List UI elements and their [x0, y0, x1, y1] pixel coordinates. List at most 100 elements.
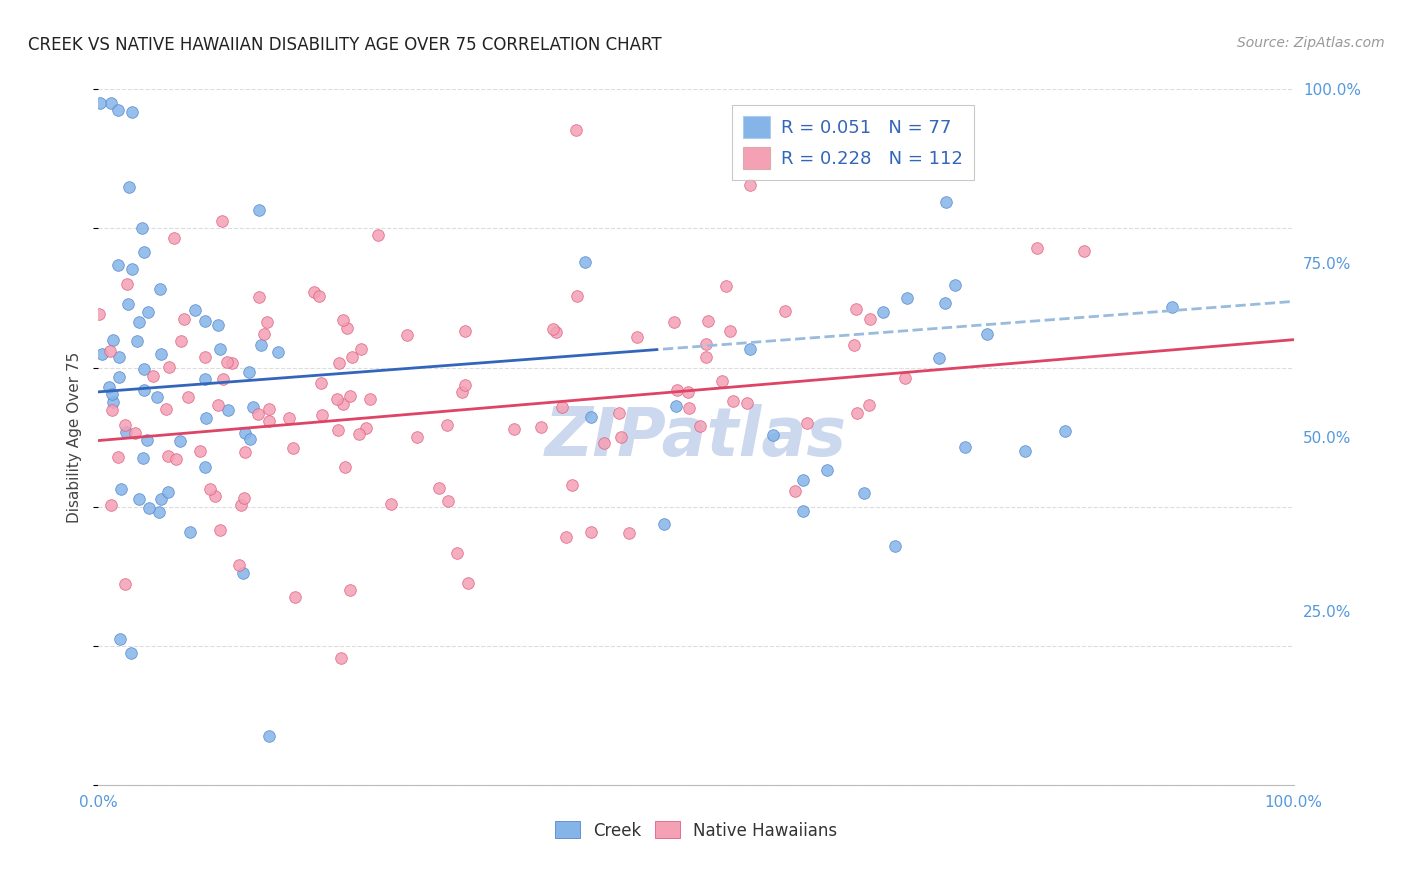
Point	[142, 368, 165, 383]
Point	[155, 402, 177, 417]
Point	[247, 202, 270, 217]
Point	[792, 474, 814, 488]
Point	[311, 408, 333, 422]
Point	[150, 347, 173, 361]
Point	[98, 344, 121, 359]
Point	[165, 451, 187, 466]
Point	[207, 318, 229, 332]
Point	[115, 425, 138, 439]
Point	[108, 632, 131, 646]
Point	[564, 123, 586, 137]
Point	[332, 397, 354, 411]
Point	[711, 374, 734, 388]
Point	[100, 96, 122, 111]
Point	[149, 491, 172, 506]
Point	[232, 566, 254, 580]
Point	[896, 291, 918, 305]
Point	[503, 422, 526, 436]
Point	[454, 324, 477, 338]
Point	[121, 104, 143, 119]
Point	[259, 729, 281, 743]
Point	[567, 289, 589, 303]
Point	[359, 392, 381, 406]
Point	[177, 390, 200, 404]
Point	[943, 278, 966, 293]
Point	[107, 450, 129, 464]
Point	[120, 646, 142, 660]
Point	[121, 262, 143, 277]
Point	[695, 351, 717, 365]
Point	[250, 338, 273, 352]
Point	[721, 394, 744, 409]
Point	[107, 258, 129, 272]
Point	[350, 343, 373, 357]
Point	[308, 289, 330, 303]
Point	[183, 303, 205, 318]
Point	[278, 410, 301, 425]
Point	[380, 497, 402, 511]
Point	[762, 428, 785, 442]
Point	[884, 540, 907, 554]
Point	[574, 255, 596, 269]
Point	[845, 302, 868, 317]
Point	[530, 419, 553, 434]
Point	[336, 320, 359, 334]
Point	[738, 342, 761, 356]
Point	[543, 321, 565, 335]
Point	[89, 96, 111, 111]
Point	[194, 410, 217, 425]
Point	[200, 482, 222, 496]
Point	[114, 577, 136, 591]
Point	[163, 231, 186, 245]
Point	[436, 418, 458, 433]
Point	[1014, 443, 1036, 458]
Point	[678, 401, 700, 415]
Point	[207, 398, 229, 412]
Point	[89, 307, 111, 321]
Y-axis label: Disability Age Over 75: Disability Age Over 75	[67, 351, 83, 523]
Point	[194, 351, 217, 365]
Point	[156, 450, 179, 464]
Point	[97, 380, 120, 394]
Point	[247, 290, 270, 304]
Point	[347, 427, 370, 442]
Point	[100, 403, 122, 417]
Point	[735, 396, 758, 410]
Point	[233, 426, 256, 441]
Point	[815, 463, 838, 477]
Text: CREEK VS NATIVE HAWAIIAN DISABILITY AGE OVER 75 CORRELATION CHART: CREEK VS NATIVE HAWAIIAN DISABILITY AGE …	[28, 36, 662, 54]
Point	[107, 103, 129, 117]
Point	[342, 351, 364, 365]
Text: ZIPatlas: ZIPatlas	[546, 404, 846, 470]
Point	[333, 460, 356, 475]
Point	[170, 334, 193, 349]
Text: Source: ZipAtlas.com: Source: ZipAtlas.com	[1237, 36, 1385, 50]
Point	[259, 414, 281, 428]
Point	[1161, 300, 1184, 314]
Point	[132, 361, 155, 376]
Point	[872, 305, 894, 319]
Point	[134, 244, 156, 259]
Point	[101, 387, 124, 401]
Point	[115, 277, 138, 291]
Point	[666, 383, 689, 397]
Point	[935, 195, 957, 210]
Point	[1073, 244, 1095, 258]
Point	[204, 489, 226, 503]
Point	[228, 558, 250, 573]
Point	[544, 325, 567, 339]
Point	[325, 392, 347, 406]
Point	[156, 485, 179, 500]
Point	[893, 370, 915, 384]
Point	[238, 365, 260, 379]
Point	[454, 377, 477, 392]
Point	[110, 482, 132, 496]
Point	[665, 400, 688, 414]
Point	[427, 481, 450, 495]
Point	[607, 406, 630, 420]
Point	[107, 369, 129, 384]
Point	[579, 524, 602, 539]
Point	[367, 228, 389, 243]
Point	[136, 433, 159, 447]
Point	[405, 430, 427, 444]
